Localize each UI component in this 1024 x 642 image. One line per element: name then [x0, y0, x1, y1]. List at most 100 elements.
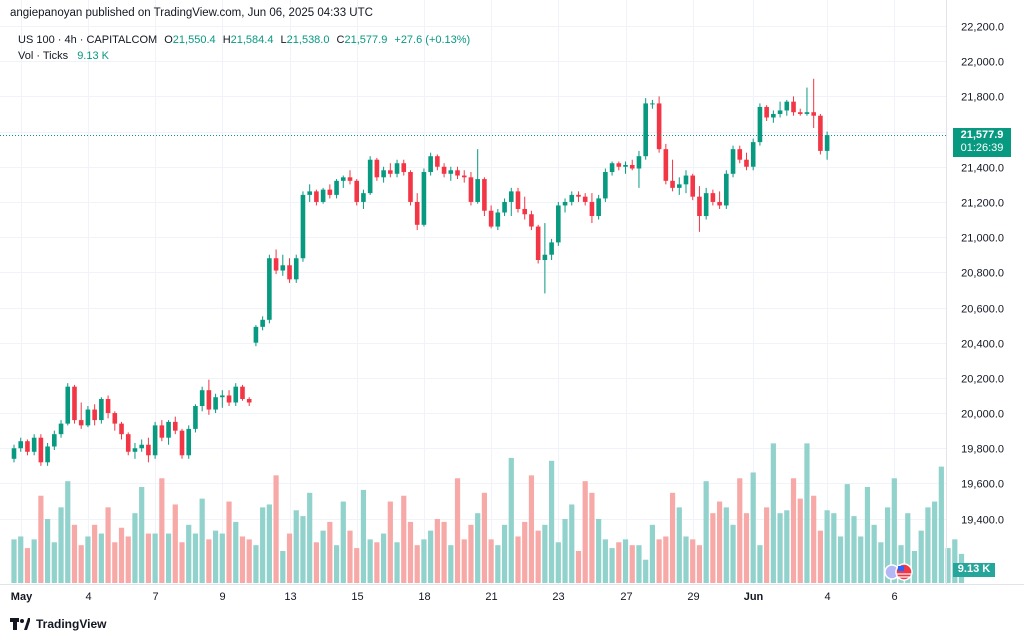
volume-bar [770, 443, 776, 583]
volume-bar [844, 484, 850, 583]
volume-bar [381, 533, 387, 583]
price-axis[interactable]: 19,400.0 19,600.0 19,800.0 20,000.0 20,200.0… [961, 22, 1004, 527]
volume-bar [669, 492, 676, 583]
candle-body [818, 115, 823, 151]
time-tick-label: May [11, 591, 33, 603]
candle-body [475, 179, 480, 202]
candle-body [408, 172, 413, 202]
volume-bar [797, 498, 803, 583]
volume-bar [636, 545, 642, 583]
high-label: H [222, 34, 231, 46]
candle-body [461, 175, 467, 178]
volume-bar [401, 495, 407, 583]
last-price-tag: 21,577.9 01:26:39 [953, 127, 1011, 157]
volume-bar [105, 507, 111, 583]
volume-bar [421, 539, 427, 583]
candle-body [347, 177, 353, 181]
volume-bar [152, 533, 158, 583]
volume-bar [407, 521, 414, 583]
time-tick-label: 15 [351, 591, 363, 603]
candle-body [603, 172, 608, 199]
candle-body [535, 226, 541, 260]
candle-body [267, 258, 272, 320]
price-tick-label: 21,000.0 [961, 233, 1004, 245]
volume-bar [280, 551, 286, 583]
volume-axis-tag: 9.13 K [953, 563, 995, 577]
volume-bar [804, 443, 810, 583]
volume-bar [871, 524, 877, 583]
volume-bar [575, 551, 582, 583]
time-tick-label: 21 [485, 591, 497, 603]
volume-bar [31, 539, 37, 583]
volume-bar [723, 507, 729, 583]
candle-body [401, 163, 407, 173]
candle-body [394, 163, 400, 174]
volume-bar [213, 530, 219, 583]
flag-icons[interactable] [884, 563, 913, 581]
candle-body [616, 163, 622, 167]
price-tick-label: 19,600.0 [961, 479, 1004, 491]
volume-bar [320, 530, 326, 583]
candle-body [72, 386, 77, 421]
candle-body [18, 441, 24, 449]
volume-bar [92, 524, 98, 583]
volume-bar [764, 507, 770, 583]
candle-body [31, 437, 37, 452]
candle-body [340, 177, 346, 181]
candle-body [334, 180, 339, 195]
candle-body [381, 170, 386, 178]
low-value: 21,538.0 [286, 34, 330, 46]
candle-body [549, 242, 554, 255]
candle-body [777, 110, 783, 114]
volume-bar [132, 513, 138, 583]
candle-body [280, 265, 286, 271]
candle-body [636, 156, 642, 169]
candle-body [166, 421, 171, 438]
symbol-label[interactable]: US 100 · 4h · CAPITALCOM [18, 34, 158, 46]
volume-label[interactable]: Vol · Ticks [18, 50, 69, 62]
ohlc-legend[interactable]: US 100 · 4h · CAPITALCOM O21,550.4 H21,5… [18, 34, 470, 46]
candle-body [784, 101, 790, 111]
candle-body [226, 395, 232, 403]
volume-bar [448, 545, 454, 583]
volume-bar [159, 478, 165, 583]
volume-bar [495, 545, 501, 583]
volume-bar [683, 536, 689, 583]
candle-body [206, 390, 212, 410]
volume-bar [717, 501, 723, 583]
volume-bar [179, 542, 185, 583]
volume-bar [374, 542, 380, 583]
volume-bar [488, 539, 494, 583]
volume-bar [98, 533, 104, 583]
volume-bar [367, 539, 373, 583]
candle-body [58, 423, 64, 435]
candle-body [757, 106, 763, 143]
candle-body [676, 184, 682, 188]
volume-bar [327, 521, 333, 583]
volume-legend[interactable]: Vol · Ticks 9.13 K [18, 50, 109, 62]
volume-bar [387, 501, 393, 583]
volume-bar [233, 521, 239, 583]
footer-branding[interactable]: TradingView [10, 617, 106, 631]
time-axis[interactable]: May 4 7 9 13 15 18 21 23 27 29 Jun 4 6 [11, 591, 898, 603]
candle-body [354, 180, 360, 202]
candle-body [388, 170, 393, 174]
candle-body [663, 149, 669, 181]
candle-body [65, 386, 71, 424]
volume-bar [58, 507, 64, 583]
time-tick-label: 13 [284, 591, 296, 603]
volume-bar [501, 524, 508, 583]
candle-body [623, 164, 628, 167]
time-tick-label: 9 [219, 591, 225, 603]
candle-body [300, 194, 306, 259]
time-tick-label: Jun [744, 591, 764, 603]
volume-bar [609, 548, 615, 583]
candle-body [139, 444, 144, 449]
candle-body [152, 425, 158, 456]
volume-bar [246, 539, 252, 583]
volume-bar [468, 524, 474, 583]
volume-bar [226, 501, 232, 583]
volume-bar [656, 539, 662, 583]
volume-bar [676, 507, 682, 583]
